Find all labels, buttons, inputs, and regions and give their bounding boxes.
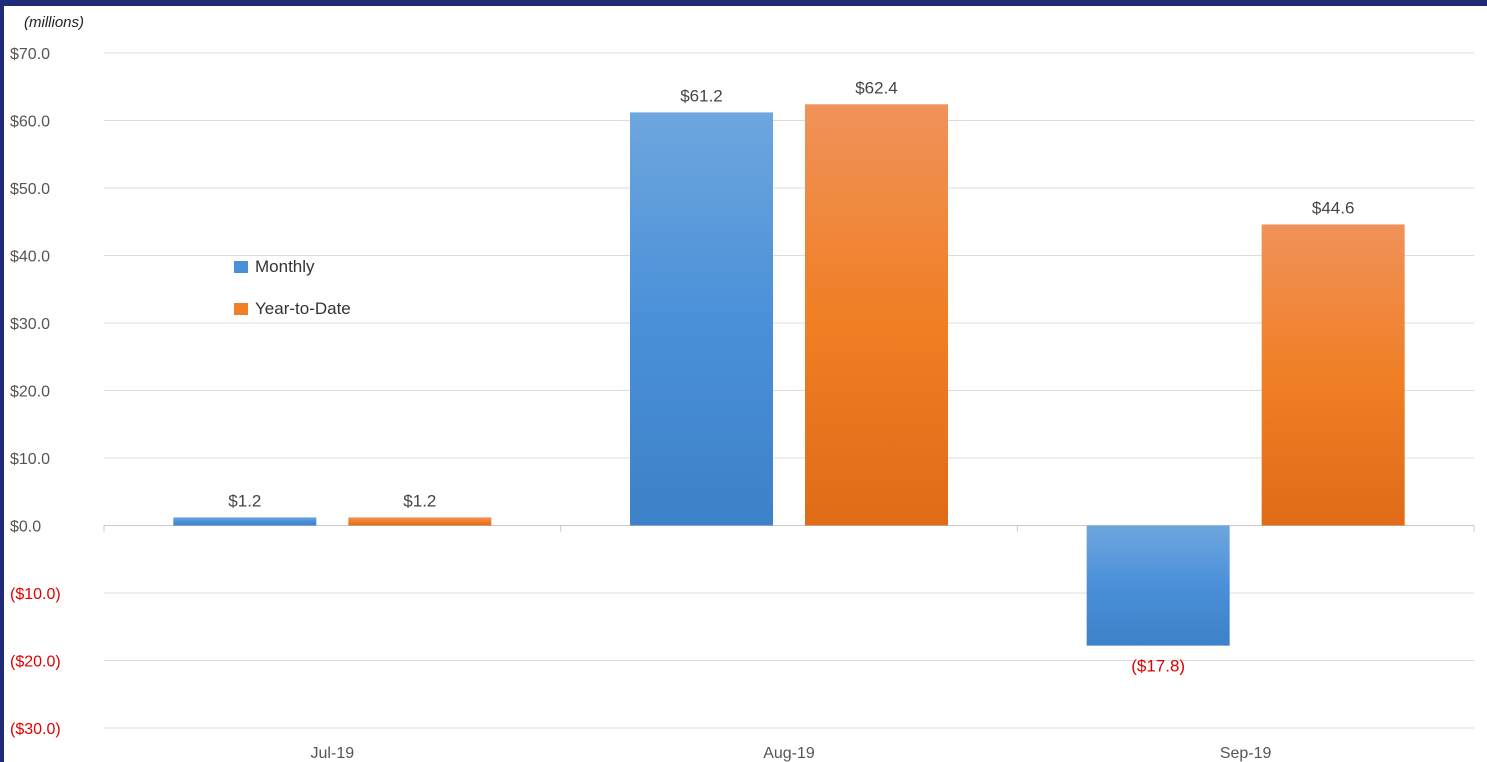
bar-monthly (1086, 525, 1230, 646)
y-tick-label: $0.0 (10, 519, 41, 536)
data-label: $1.2 (228, 491, 261, 510)
legend-label-monthly: Monthly (255, 257, 315, 276)
y-tick-label: $10.0 (10, 451, 50, 468)
data-label: $1.2 (403, 491, 436, 510)
y-tick-label: $40.0 (10, 249, 50, 266)
legend-swatch-ytd (234, 303, 248, 315)
y-tick-label: ($20.0) (10, 654, 61, 671)
bar-ytd (348, 517, 492, 526)
x-tick-label: Aug-19 (763, 745, 815, 762)
y-tick-label: $60.0 (10, 114, 50, 131)
legend-monthly: Monthly (234, 257, 315, 277)
y-tick-label: $20.0 (10, 384, 50, 401)
bar-monthly (630, 112, 773, 526)
y-tick-label: $30.0 (10, 316, 50, 333)
data-label: $61.2 (680, 86, 723, 105)
unit-label: (millions) (24, 14, 84, 31)
legend-ytd: Year-to-Date (234, 299, 351, 319)
data-label: $44.6 (1312, 198, 1355, 217)
x-tick-label: Sep-19 (1220, 745, 1272, 762)
x-tick-label: Jul-19 (311, 745, 355, 762)
y-tick-label: $70.0 (10, 46, 50, 63)
chart-frame: (millions) Monthly Year-to-Date $70.0 $60… (4, 6, 1487, 762)
data-label: ($17.8) (1131, 657, 1185, 676)
bar-ytd (805, 104, 948, 526)
bar-monthly (173, 517, 317, 526)
legend-label-ytd: Year-to-Date (255, 299, 351, 318)
bar-ytd (1261, 224, 1405, 526)
bar-chart: $70.0 $60.0 $50.0 $40.0 $30.0 $20.0 $10.0 $0.0 (… (10, 46, 1475, 762)
y-tick-label: ($30.0) (10, 721, 61, 738)
y-tick-label: $50.0 (10, 181, 50, 198)
data-label: $62.4 (855, 78, 898, 97)
y-tick-label: ($10.0) (10, 586, 61, 603)
legend-swatch-monthly (234, 261, 248, 273)
